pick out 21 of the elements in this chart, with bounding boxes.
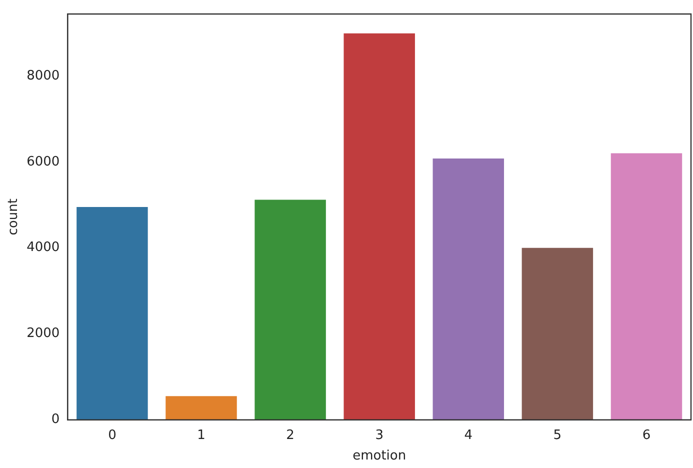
y-tick-label: 8000 xyxy=(26,68,60,84)
x-tick-label: 0 xyxy=(108,428,116,443)
y-tick-label: 2000 xyxy=(26,326,60,342)
y-tick-label: 4000 xyxy=(26,240,60,256)
bar xyxy=(76,207,148,420)
x-tick-label: 4 xyxy=(464,428,473,443)
bar xyxy=(522,248,594,420)
x-tick-label: 3 xyxy=(375,428,384,443)
bar xyxy=(610,153,682,420)
x-tick-label: 1 xyxy=(197,428,206,443)
x-tick-label: 6 xyxy=(642,428,651,443)
bar xyxy=(166,396,237,420)
bar xyxy=(254,200,326,420)
y-tick-label: 6000 xyxy=(26,154,60,170)
y-axis-title: count xyxy=(6,198,22,236)
x-tick-label: 2 xyxy=(286,428,294,443)
x-axis-title: emotion xyxy=(352,448,406,464)
bar xyxy=(432,158,504,420)
y-tick-label: 0 xyxy=(51,412,60,428)
bar xyxy=(344,33,415,420)
x-tick-label: 5 xyxy=(553,428,562,443)
